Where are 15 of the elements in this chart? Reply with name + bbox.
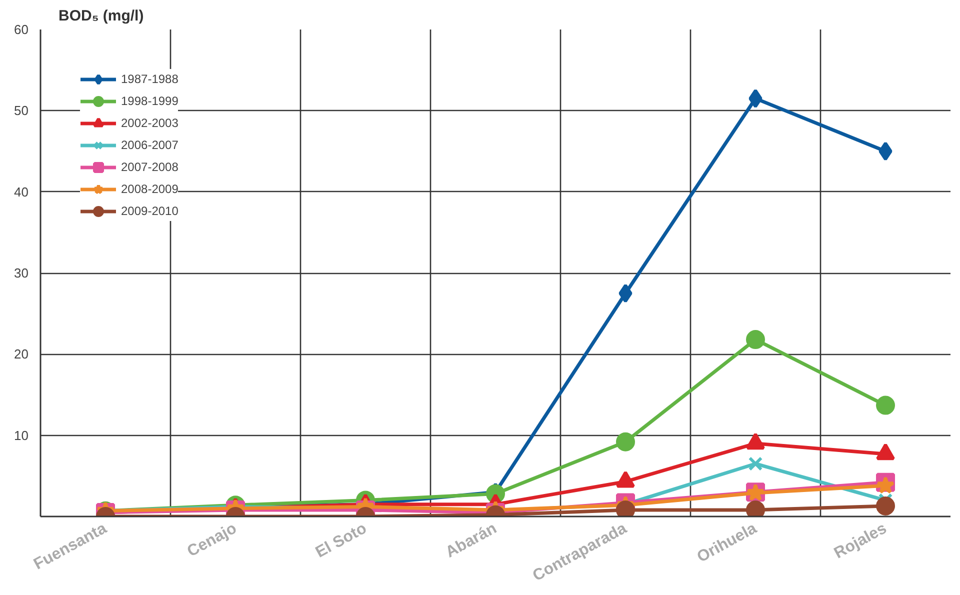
y-tick-label: 20 (14, 346, 29, 362)
legend-label: 2006-2007 (121, 138, 178, 152)
legend-label: 1998-1999 (121, 94, 178, 108)
y-tick-label: 50 (14, 103, 29, 118)
y-tick-label: 10 (14, 428, 29, 443)
y-tick-label: 30 (14, 266, 29, 280)
legend-label: 2009-2010 (121, 204, 178, 218)
y-tick-label: 60 (14, 22, 29, 37)
x-tick-label: El Soto (313, 520, 370, 562)
y-axis-title: BOD₅ (mg/l) (58, 8, 144, 24)
y-tick-label: 40 (14, 184, 29, 200)
legend-label: 2007-2008 (121, 160, 178, 174)
legend-label: 2008-2009 (121, 182, 178, 196)
legend-label: 2002-2003 (121, 116, 178, 130)
legend-label: 1987-1988 (121, 72, 178, 86)
